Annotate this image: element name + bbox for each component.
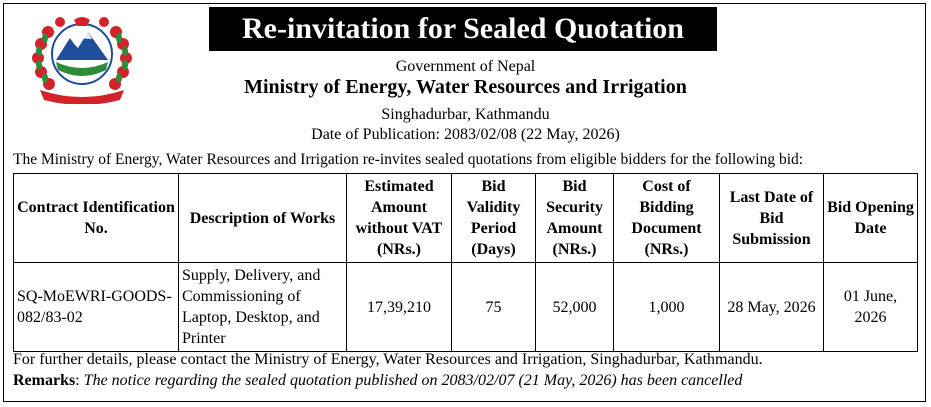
cell-cost: 1,000 [613,262,720,352]
publication-date: Date of Publication: 2083/02/08 (22 May,… [311,126,620,143]
contact-line: For further details, please contact the … [13,351,763,368]
col-last-date: Last Date of Bid Submission [719,173,824,263]
bid-table: Contract Identification No. Description … [13,173,918,352]
table-header-row: Contract Identification No. Description … [13,173,918,263]
ministry-name: Ministry of Energy, Water Resources and … [244,76,687,98]
remarks-text: The notice regarding the sealed quotatio… [83,372,743,389]
remarks-label: Remarks [13,372,76,389]
cell-last-date: 28 May, 2026 [719,262,824,352]
ministry-address: Singhadurbar, Kathmandu [381,106,550,123]
col-description: Description of Works [178,173,347,263]
notice-frame [3,3,926,402]
col-estimated-amount: Estimated Amount without VAT (NRs.) [346,173,452,263]
remarks-line: Remarks: The notice regarding the sealed… [13,372,743,389]
cell-contract-id: SQ-MoEWRI-GOODS- 082/83-02 [13,262,179,352]
notice-title: Re-invitation for Sealed Quotation [209,7,717,51]
cell-opening-date: 01 June, 2026 [823,262,918,352]
cell-estimated-amount: 17,39,210 [346,262,452,352]
col-cost: Cost of Bidding Document (NRs.) [613,173,720,263]
table-row: SQ-MoEWRI-GOODS- 082/83-02 Supply, Deliv… [13,262,918,352]
cell-security: 52,000 [535,262,614,352]
cell-validity: 75 [451,262,536,352]
cell-description: Supply, Delivery, and Commissioning of L… [178,262,347,352]
col-contract-id: Contract Identification No. [13,173,179,263]
government-line: Government of Nepal [395,58,536,75]
nepal-emblem-icon [32,17,132,104]
col-security: Bid Security Amount (NRs.) [535,173,614,263]
intro-text: The Ministry of Energy, Water Resources … [13,151,804,168]
col-validity: Bid Validity Period (Days) [451,173,536,263]
col-opening-date: Bid Opening Date [823,173,918,263]
